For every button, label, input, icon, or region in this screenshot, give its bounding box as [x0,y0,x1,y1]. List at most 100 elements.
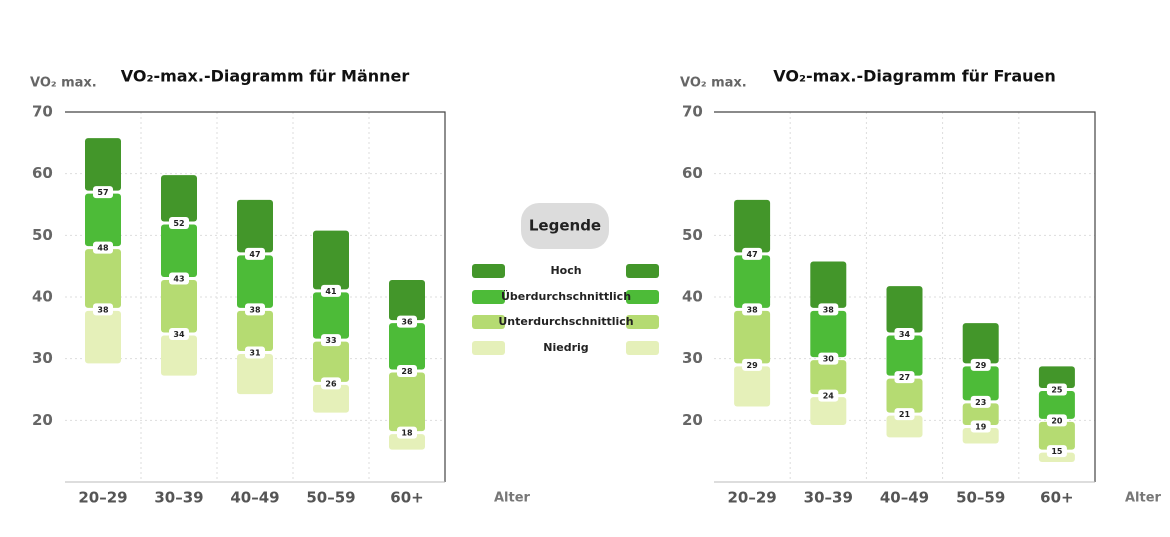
range-segment [962,428,999,444]
value-label: 15 [1051,447,1063,456]
legend-title: Legende [529,217,601,235]
range-segment [313,292,349,339]
value-label-box [93,241,113,254]
value-label-box [818,352,839,365]
x-tick-label: 30–39 [804,489,853,507]
value-label: 30 [823,355,835,364]
value-label: 18 [401,429,413,438]
range-segment [389,372,425,432]
value-label-box [742,303,763,316]
range-segment [1038,366,1075,388]
value-label: 57 [97,188,108,197]
value-label: 43 [173,275,184,284]
range-segment [962,403,999,425]
y-tick-label: 70 [32,103,53,121]
value-label-box [321,334,341,347]
range-segment [734,255,771,308]
value-label: 24 [823,392,835,401]
value-label-box [894,371,915,384]
x-axis-label: Alter [1125,491,1162,506]
y-tick-label: 20 [682,411,703,429]
value-label-box [1046,445,1067,458]
value-label-box [970,420,991,433]
range-segment [962,323,999,364]
x-tick-label: 40–49 [880,489,929,507]
range-segment [734,310,771,364]
range-segment [161,280,197,333]
range-segment [886,378,923,413]
value-label: 48 [97,244,109,253]
value-label-box [742,247,763,260]
value-label: 29 [975,361,987,370]
value-label-box [1046,383,1067,396]
y-tick-label: 30 [682,349,703,367]
y-tick-label: 50 [682,226,703,244]
range-segment [237,310,273,351]
value-label: 19 [975,423,987,432]
y-tick-label: 20 [32,411,53,429]
value-label: 41 [325,287,337,296]
range-segment [810,397,847,425]
x-tick-label: 60+ [1040,489,1073,507]
range-segment [886,415,923,438]
range-segment [389,280,425,321]
value-label: 47 [249,250,260,259]
value-label: 31 [249,349,261,358]
value-label: 28 [401,367,413,376]
legend-swatch [472,315,505,329]
value-label-box [894,328,915,340]
range-segment [886,335,923,376]
x-tick-label: 30–39 [154,489,203,507]
range-segment [85,193,121,247]
value-label: 52 [173,219,184,228]
x-tick-label: 60+ [390,489,423,507]
range-segment [313,230,349,290]
y-axis-label: VO₂ max. [680,76,747,91]
range-segment [313,384,349,413]
value-label: 20 [1051,416,1063,425]
value-label-box [321,284,341,297]
value-label-box [169,328,189,340]
range-segment [810,261,847,308]
range-segment [85,138,121,191]
range-segment [161,335,197,376]
value-label-box [397,315,417,328]
range-segment [1038,391,1075,419]
y-tick-label: 70 [682,103,703,121]
range-segment [313,341,349,382]
value-label-box [397,365,417,377]
value-label-box [245,346,265,359]
legend-label: Niedrig [543,341,588,354]
range-segment [237,199,273,253]
y-tick-label: 50 [32,226,53,244]
x-tick-label: 50–59 [956,489,1005,507]
value-label-box [970,395,991,408]
range-segment [962,366,999,401]
y-tick-label: 60 [682,164,703,182]
value-label-box [818,389,839,402]
legend-swatch [472,290,505,304]
range-segment [810,310,847,358]
range-segment [85,310,121,364]
value-label-box [970,358,991,371]
range-segment [237,354,273,395]
legend-swatch [472,264,505,278]
value-label-box [93,186,113,199]
range-segment [1038,421,1075,450]
value-label: 34 [173,330,185,339]
range-segment [85,249,121,308]
legend-swatch [626,290,659,304]
value-label-box [818,303,839,316]
value-label-box [245,303,265,316]
range-segment [734,366,771,407]
x-tick-label: 20–29 [78,489,127,507]
chart-title: VO₂-max.-Diagramm für Männer [121,67,410,86]
value-label: 38 [747,305,759,314]
legend-label: Unterdurchschnittlich [498,315,633,328]
legend-swatch [626,264,659,278]
value-label: 38 [97,305,109,314]
legend-swatch [626,315,659,329]
value-label-box [397,426,417,439]
value-label-box [321,377,341,390]
